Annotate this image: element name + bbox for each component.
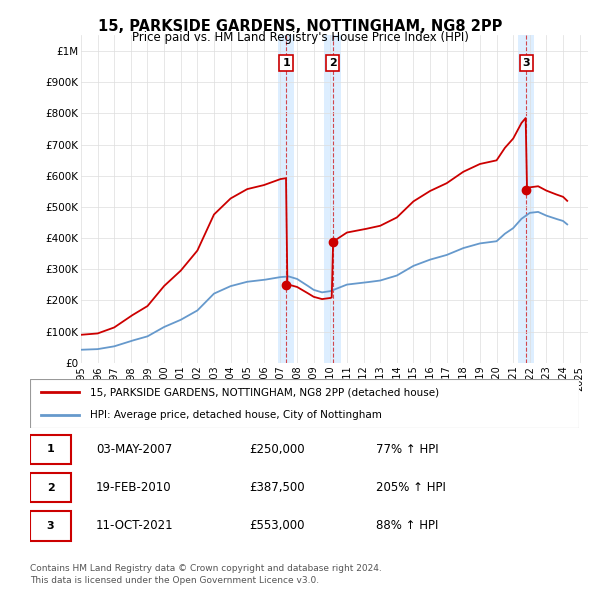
Text: 77% ↑ HPI: 77% ↑ HPI: [376, 442, 439, 456]
Text: 19-FEB-2010: 19-FEB-2010: [96, 481, 172, 494]
Text: This data is licensed under the Open Government Licence v3.0.: This data is licensed under the Open Gov…: [30, 576, 319, 585]
Text: £553,000: £553,000: [250, 519, 305, 533]
Text: 88% ↑ HPI: 88% ↑ HPI: [376, 519, 438, 533]
Bar: [278, 35, 295, 363]
Text: 15, PARKSIDE GARDENS, NOTTINGHAM, NG8 2PP: 15, PARKSIDE GARDENS, NOTTINGHAM, NG8 2P…: [98, 19, 502, 34]
Text: 3: 3: [523, 58, 530, 68]
Text: 2: 2: [47, 483, 55, 493]
Text: Price paid vs. HM Land Registry's House Price Index (HPI): Price paid vs. HM Land Registry's House …: [131, 31, 469, 44]
Text: 03-MAY-2007: 03-MAY-2007: [96, 442, 172, 456]
Text: 2: 2: [329, 58, 337, 68]
FancyBboxPatch shape: [30, 473, 71, 503]
Bar: [518, 35, 535, 363]
Text: 11-OCT-2021: 11-OCT-2021: [96, 519, 173, 533]
Text: 15, PARKSIDE GARDENS, NOTTINGHAM, NG8 2PP (detached house): 15, PARKSIDE GARDENS, NOTTINGHAM, NG8 2P…: [91, 388, 440, 398]
Bar: [324, 35, 341, 363]
Text: 1: 1: [47, 444, 55, 454]
Text: 1: 1: [282, 58, 290, 68]
Text: 3: 3: [47, 521, 55, 531]
Text: £387,500: £387,500: [250, 481, 305, 494]
Text: Contains HM Land Registry data © Crown copyright and database right 2024.: Contains HM Land Registry data © Crown c…: [30, 563, 382, 572]
Text: £250,000: £250,000: [250, 442, 305, 456]
Text: HPI: Average price, detached house, City of Nottingham: HPI: Average price, detached house, City…: [91, 409, 382, 419]
FancyBboxPatch shape: [30, 511, 71, 541]
Text: 205% ↑ HPI: 205% ↑ HPI: [376, 481, 446, 494]
FancyBboxPatch shape: [30, 434, 71, 464]
